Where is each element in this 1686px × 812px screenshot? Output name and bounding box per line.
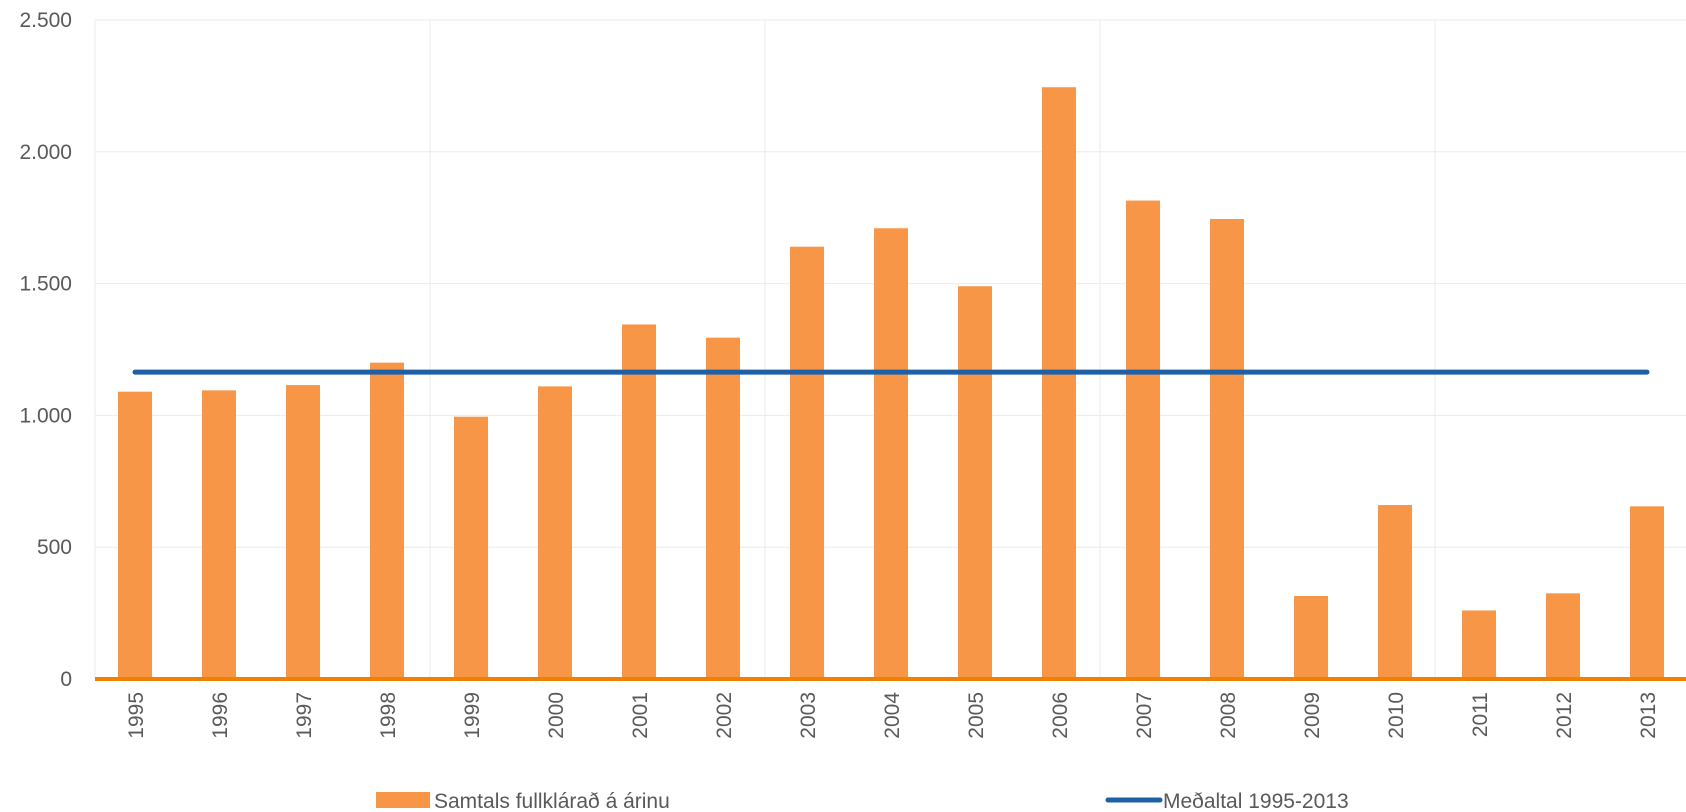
bar-2006 [1042, 87, 1076, 679]
x-tick-label: 2000 [545, 692, 568, 739]
x-tick-label: 1999 [461, 692, 484, 739]
bar-2009 [1294, 595, 1328, 679]
y-tick-label: 2.000 [19, 141, 72, 164]
bar-2004 [874, 228, 908, 679]
bar-2001 [622, 324, 656, 679]
y-axis-ticks: 0 500 1.000 1.500 2.000 2.500 [19, 9, 72, 691]
y-tick-label: 2.500 [19, 9, 72, 32]
x-tick-label: 1995 [125, 692, 148, 739]
bar-2002 [706, 337, 740, 679]
x-tick-label: 2009 [1301, 692, 1324, 739]
bar-1995 [118, 391, 152, 679]
bar-1998 [370, 362, 404, 679]
x-tick-label: 1996 [209, 692, 232, 739]
bar-series [118, 87, 1664, 680]
bar-1999 [454, 416, 488, 679]
x-axis-ticks: 1995 1996 1997 1998 1999 2000 2001 2002 2003 2004… [125, 692, 1660, 739]
y-tick-label: 1.500 [19, 273, 72, 296]
x-tick-label: 2012 [1553, 692, 1576, 739]
legend-line-label: Meðaltal 1995-2013 [1163, 790, 1349, 812]
x-tick-label: 2008 [1217, 692, 1240, 739]
bar-2007 [1126, 200, 1160, 680]
legend-bar-swatch [376, 792, 430, 808]
legend-bar-label: Samtals fullklárað á árinu [434, 790, 670, 812]
y-tick-label: 0 [60, 668, 72, 691]
bar-2011 [1462, 610, 1496, 679]
x-tick-label: 1997 [293, 692, 316, 739]
y-tick-label: 1.000 [19, 404, 72, 427]
bar-2010 [1378, 505, 1412, 679]
bar-2000 [538, 386, 572, 679]
bar-1996 [202, 390, 236, 679]
x-tick-label: 2002 [713, 692, 736, 739]
x-tick-label: 2007 [1133, 692, 1156, 739]
x-tick-label: 2004 [881, 692, 904, 739]
x-tick-label: 2003 [797, 692, 820, 739]
bar-2012 [1546, 593, 1580, 679]
x-tick-label: 2013 [1637, 692, 1660, 739]
x-tick-label: 2005 [965, 692, 988, 739]
x-tick-label: 2001 [629, 692, 652, 739]
x-tick-label: 2010 [1385, 692, 1408, 739]
x-tick-label: 2011 [1469, 692, 1492, 737]
bar-2003 [790, 246, 824, 680]
bar-2005 [958, 286, 992, 679]
y-tick-label: 500 [37, 536, 72, 559]
bar-1997 [286, 385, 320, 679]
bar-2013 [1630, 506, 1664, 679]
legend: Samtals fullklárað á árinu Meðaltal 1995… [376, 790, 1349, 812]
bar-2008 [1210, 219, 1244, 679]
x-tick-label: 1998 [377, 692, 400, 739]
x-tick-label: 2006 [1049, 692, 1072, 739]
